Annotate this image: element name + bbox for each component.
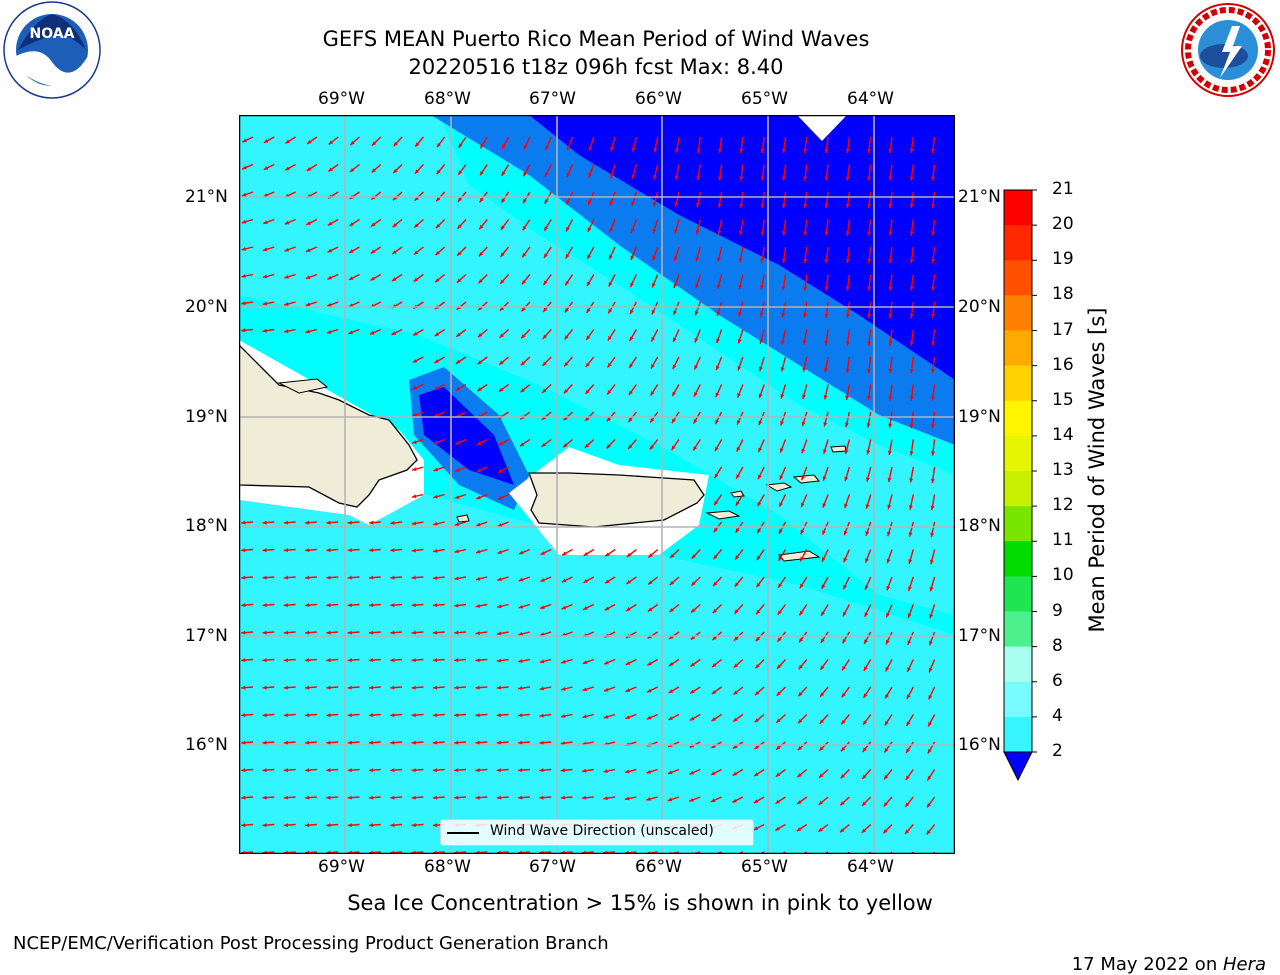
lat-label-left-18n: 18°N (185, 516, 228, 536)
chart-title-line1: GEFS MEAN Puerto Rico Mean Period of Win… (0, 27, 1192, 51)
legend-box: Wind Wave Direction (unscaled) (440, 819, 754, 846)
footer-date: 17 May 2022 on Hera (1060, 933, 1266, 975)
colorbar-tick-label: 19 (1052, 249, 1074, 269)
colorbar-tick-label: 6 (1052, 671, 1063, 691)
legend-line-swatch (447, 832, 479, 834)
colorbar-tick-label: 12 (1052, 495, 1074, 515)
colorbar-tick-label: 21 (1052, 179, 1074, 199)
colorbar-segment (1004, 717, 1032, 753)
lon-label-bottom-69w: 69°W (318, 857, 365, 877)
colorbar-tick-label: 10 (1052, 565, 1074, 585)
lon-label-top-67w: 67°W (529, 89, 576, 109)
lon-label-top-66w: 66°W (635, 89, 682, 109)
lat-label-left-21n: 21°N (185, 187, 228, 207)
lon-label-bottom-66w: 66°W (635, 857, 682, 877)
colorbar-segment (1004, 576, 1032, 612)
map-panel (239, 115, 955, 854)
legend-label: Wind Wave Direction (unscaled) (490, 823, 714, 839)
sea-ice-annotation: Sea Ice Concentration > 15% is shown in … (0, 891, 1280, 915)
colorbar-tick-label: 9 (1052, 601, 1063, 621)
colorbar-segment (1004, 647, 1032, 683)
colorbar-tick-label: 18 (1052, 284, 1074, 304)
colorbar-segment (1004, 612, 1032, 648)
lat-label-left-17n: 17°N (185, 626, 228, 646)
colorbar-tick-label: 2 (1052, 741, 1063, 761)
colorbar-segment (1004, 682, 1032, 718)
colorbar-segment (1004, 366, 1032, 402)
lat-label-left-20n: 20°N (185, 297, 228, 317)
footer-date-text: 17 May 2022 on (1072, 954, 1223, 975)
colorbar-under-extension (1004, 752, 1032, 780)
colorbar-tick-label: 8 (1052, 636, 1063, 656)
colorbar-segment (1004, 401, 1032, 437)
lat-label-left-16n: 16°N (185, 735, 228, 755)
lon-label-top-64w: 64°W (847, 89, 894, 109)
lon-label-top-65w: 65°W (741, 89, 788, 109)
colorbar-title: Mean Period of Wind Waves [s] (1085, 308, 1109, 633)
colorbar-segment (1004, 436, 1032, 472)
colorbar-segment (1004, 471, 1032, 507)
colorbar-tick-label: 15 (1052, 390, 1074, 410)
lon-label-bottom-67w: 67°W (529, 857, 576, 877)
lon-label-bottom-65w: 65°W (741, 857, 788, 877)
colorbar-tick-label: 17 (1052, 320, 1074, 340)
colorbar-segment (1004, 190, 1032, 226)
lon-label-top-68w: 68°W (424, 89, 471, 109)
colorbar-segment (1004, 260, 1032, 296)
colorbar-segment (1004, 541, 1032, 577)
colorbar-tick-label: 4 (1052, 706, 1063, 726)
colorbar-tick-label: 13 (1052, 460, 1074, 480)
colorbar (990, 180, 1060, 790)
colorbar-tick-label: 20 (1052, 214, 1074, 234)
lat-label-left-19n: 19°N (185, 407, 228, 427)
footer-branch: NCEP/EMC/Verification Post Processing Pr… (13, 933, 609, 954)
anegada-island (831, 446, 846, 452)
colorbar-segment (1004, 295, 1032, 331)
chart-title-line2: 20220516 t18z 096h fcst Max: 8.40 (0, 55, 1192, 79)
colorbar-segment (1004, 225, 1032, 261)
lon-label-top-69w: 69°W (318, 89, 365, 109)
colorbar-tick-label: 14 (1052, 425, 1074, 445)
colorbar-tick-label: 16 (1052, 355, 1074, 375)
colorbar-tick-label: 11 (1052, 530, 1074, 550)
colorbar-segment (1004, 506, 1032, 542)
lon-label-bottom-68w: 68°W (424, 857, 471, 877)
colorbar-segment (1004, 331, 1032, 367)
nws-logo (1178, 0, 1278, 100)
footer-host: Hera (1223, 954, 1266, 975)
lon-label-bottom-64w: 64°W (847, 857, 894, 877)
